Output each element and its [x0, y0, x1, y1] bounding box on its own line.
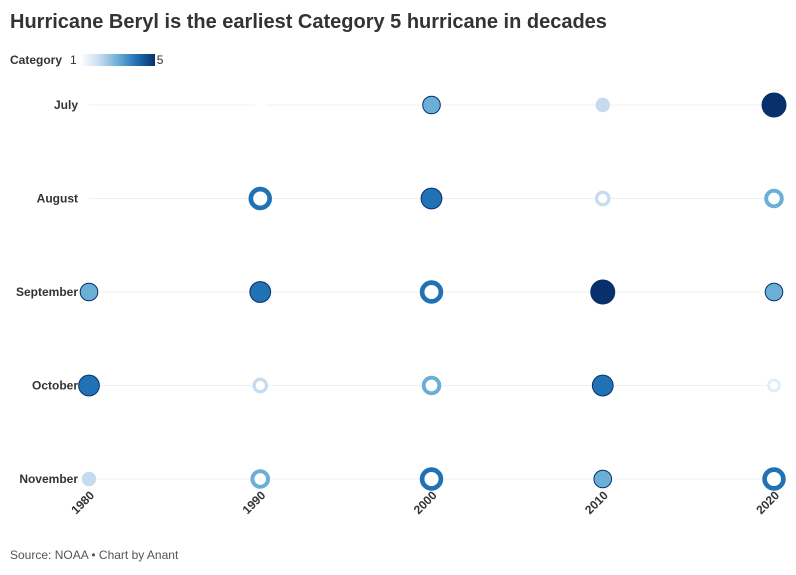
y-tick-label-august: August [37, 192, 78, 206]
point-november-2020 [762, 467, 786, 491]
x-tick-label-1980: 1980 [68, 488, 97, 517]
legend-title: Category [10, 53, 63, 67]
point-september-1980 [79, 282, 99, 302]
x-tick-label-2000: 2000 [411, 488, 440, 517]
y-tick-label-september: September [16, 285, 78, 299]
point-august-2020 [764, 188, 784, 209]
point-august-2000 [420, 187, 443, 210]
point-september-2010 [590, 279, 616, 305]
point-october-1980 [78, 374, 100, 397]
point-july-2000 [422, 95, 441, 115]
point-october-2020 [767, 378, 781, 393]
point-november-1980 [81, 471, 97, 487]
x-tick-label-2020: 2020 [753, 488, 782, 517]
legend-gradient-bar [80, 54, 155, 66]
point-november-2010 [593, 469, 613, 489]
point-september-2000 [419, 280, 444, 304]
y-tick-label-october: October [32, 379, 78, 393]
x-tick-label-1990: 1990 [240, 488, 269, 517]
point-september-2020 [764, 282, 784, 302]
chart-title: Hurricane Beryl is the earliest Category… [10, 11, 607, 33]
legend-max-label: 5 [156, 53, 164, 67]
x-tick-label-2010: 2010 [582, 488, 611, 517]
point-october-1990 [252, 377, 269, 394]
y-tick-label-november: November [19, 472, 78, 486]
point-october-2010 [591, 374, 614, 397]
point-august-2010 [594, 190, 611, 207]
legend-min-label: 1 [70, 53, 77, 67]
source-note: Source: NOAA • Chart by Anant [10, 548, 179, 562]
point-november-2000 [419, 467, 444, 491]
point-november-1990 [250, 469, 271, 489]
point-august-1990 [248, 186, 272, 211]
point-july-2010 [595, 97, 610, 113]
point-july-2020 [761, 92, 787, 118]
y-tick-label-july: July [54, 98, 78, 112]
point-october-2000 [421, 375, 442, 396]
color-legend: Category 1 5 [10, 52, 163, 68]
point-july-1990 [254, 99, 266, 111]
point-september-1990 [249, 281, 272, 303]
